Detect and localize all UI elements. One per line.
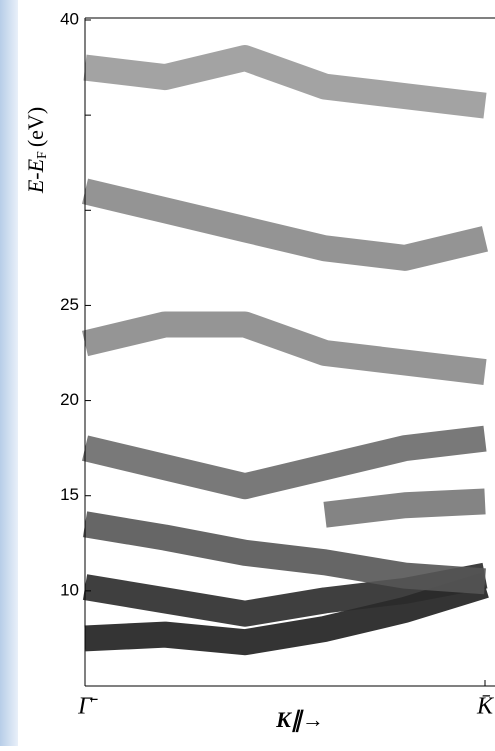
plot-area	[81, 45, 489, 656]
band	[84, 572, 489, 656]
y-tick-label: 15	[60, 485, 79, 504]
y-tick-label: 40	[60, 9, 79, 28]
y-axis-label: E-EF (eV)	[23, 107, 50, 194]
y-tick-label: 20	[60, 390, 79, 409]
x-tick-label: K̄	[476, 694, 495, 720]
band	[81, 311, 487, 385]
band	[81, 178, 489, 271]
y-tick-label: 25	[60, 295, 79, 314]
x-axis-label: K∥→	[275, 707, 324, 733]
band	[82, 511, 486, 595]
y-tick-label: 10	[60, 580, 79, 599]
side-strip	[0, 0, 18, 746]
band	[323, 488, 486, 528]
band	[83, 45, 487, 119]
y-label-sub: F	[35, 151, 50, 159]
band	[81, 425, 487, 500]
y-label-unit: (eV)	[23, 107, 48, 147]
y-label-main: E-E	[23, 158, 48, 194]
